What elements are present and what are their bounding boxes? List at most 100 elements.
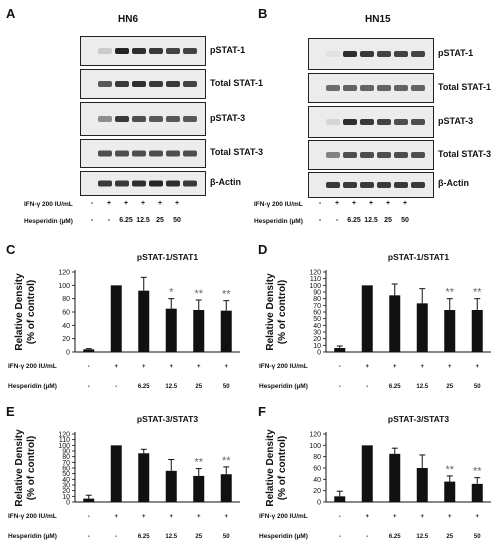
blot-band: [326, 182, 340, 188]
ifn-value: +: [169, 364, 173, 370]
blot-band: [115, 81, 129, 87]
ifn-value: +: [393, 364, 397, 370]
bar: [416, 468, 428, 502]
bar: [444, 310, 456, 352]
ifn-value: +: [114, 364, 118, 370]
y-tick-label: 60: [62, 466, 70, 473]
y-tick-label: 90: [62, 449, 70, 456]
significance-marker: **: [222, 289, 231, 301]
band-label-total-stat3: Total STAT-3: [210, 147, 263, 157]
significance-marker: **: [445, 464, 454, 476]
ifn-label-hn6: IFN-γ 200 IU/mL: [24, 201, 73, 208]
blot-band: [343, 152, 357, 158]
bar: [471, 483, 483, 502]
bar: [83, 349, 95, 352]
hesperidin-value: 25: [384, 217, 392, 224]
hesperidin-label: Hesperidin (µM): [259, 533, 308, 540]
bar-chart-d: pSTAT-1/STAT1 Relative Density (% of contr…: [259, 252, 491, 390]
blot-band: [394, 119, 408, 125]
hesperidin-value: -: [335, 217, 339, 224]
y-axis-label: (% of control): [26, 280, 37, 344]
y-tick-label: 40: [313, 477, 321, 484]
blot-band: [115, 180, 129, 187]
blot-strip-total-stat3: [308, 140, 434, 170]
blot-band: [98, 180, 112, 187]
panel-letter-e: E: [6, 404, 15, 419]
chart-title: pSTAT-3/STAT3: [137, 414, 199, 424]
band-label-beta-actin: β-Actin: [210, 177, 241, 187]
y-tick-label: 60: [313, 310, 321, 317]
blot-band: [183, 81, 197, 87]
y-tick-label: 120: [58, 432, 70, 439]
blot-band: [394, 152, 408, 158]
y-tick-label: 80: [62, 296, 70, 303]
y-tick-label: 100: [58, 443, 70, 450]
hesperidin-value: 6.25: [138, 384, 150, 390]
ifn-value: +: [142, 364, 146, 370]
blot-band: [394, 182, 408, 188]
hesperidin-value: 50: [223, 384, 230, 390]
bar-chart-e: pSTAT-3/STAT3 Relative Density (% of contr…: [8, 414, 240, 540]
hesperidin-value: -: [88, 534, 90, 540]
hesperidin-label-hn6: Hesperidin (µM): [24, 218, 73, 225]
y-axis-label: Relative Density: [14, 273, 25, 351]
hesperidin-value: -: [339, 384, 341, 390]
hesperidin-value: -: [366, 534, 368, 540]
bar: [193, 310, 205, 352]
ifn-value: +: [448, 514, 452, 520]
hesperidin-value: 6.25: [389, 534, 401, 540]
y-tick-label: 20: [62, 336, 70, 343]
blot-band: [166, 116, 180, 122]
hesperidin-value: 25: [446, 534, 453, 540]
bar: [444, 481, 456, 502]
ifn-label-hn15: IFN-γ 200 IU/mL: [254, 201, 303, 208]
blot-band: [183, 116, 197, 122]
y-axis-label: (% of control): [277, 280, 288, 344]
ifn-label: IFN-γ 200 IU/mL: [8, 363, 57, 370]
ifn-value: -: [90, 200, 94, 207]
ifn-value: +: [402, 200, 408, 207]
y-tick-label: 60: [313, 466, 321, 473]
blot-band: [326, 51, 340, 57]
hesperidin-label: Hesperidin (µM): [8, 533, 57, 540]
blot-band: [394, 85, 408, 91]
bar: [165, 470, 177, 502]
significance-marker: **: [194, 457, 203, 469]
hesperidin-value: 25: [195, 534, 202, 540]
blot-band: [343, 51, 357, 57]
blot-band: [132, 116, 146, 122]
blot-band: [166, 150, 180, 157]
hesperidin-value: -: [366, 384, 368, 390]
blot-band: [343, 182, 357, 188]
ifn-value: +: [157, 200, 163, 207]
hesperidin-value: -: [115, 534, 117, 540]
ifn-value: +: [334, 200, 340, 207]
blot-band: [98, 116, 112, 122]
y-tick-label: 40: [313, 323, 321, 330]
blot-band: [115, 150, 129, 157]
blot-band: [132, 180, 146, 187]
bar: [471, 310, 483, 352]
hesperidin-value: 12.5: [416, 534, 428, 540]
blot-band: [360, 85, 374, 91]
y-tick-label: 110: [59, 437, 70, 444]
y-tick-label: 70: [313, 303, 321, 310]
blot-band: [149, 48, 163, 54]
y-tick-label: 30: [62, 483, 70, 490]
band-label-total-stat1: Total STAT-1: [438, 82, 491, 92]
y-tick-label: 100: [58, 283, 70, 290]
hesperidin-value: -: [107, 217, 111, 224]
ifn-label: IFN-γ 200 IU/mL: [8, 513, 57, 520]
blot-title-hn15: HN15: [365, 14, 391, 25]
y-axis-label: Relative Density: [265, 429, 276, 507]
blot-band: [166, 48, 180, 54]
blot-band: [411, 152, 425, 158]
y-tick-label: 90: [313, 290, 321, 297]
blot-strip-pstat3: [308, 106, 434, 138]
ifn-value: +: [197, 364, 201, 370]
chart-title: pSTAT-1/STAT1: [137, 252, 199, 262]
blot-band: [343, 119, 357, 125]
bar: [220, 310, 232, 352]
y-tick-label: 50: [62, 471, 70, 478]
hesperidin-value: -: [115, 384, 117, 390]
